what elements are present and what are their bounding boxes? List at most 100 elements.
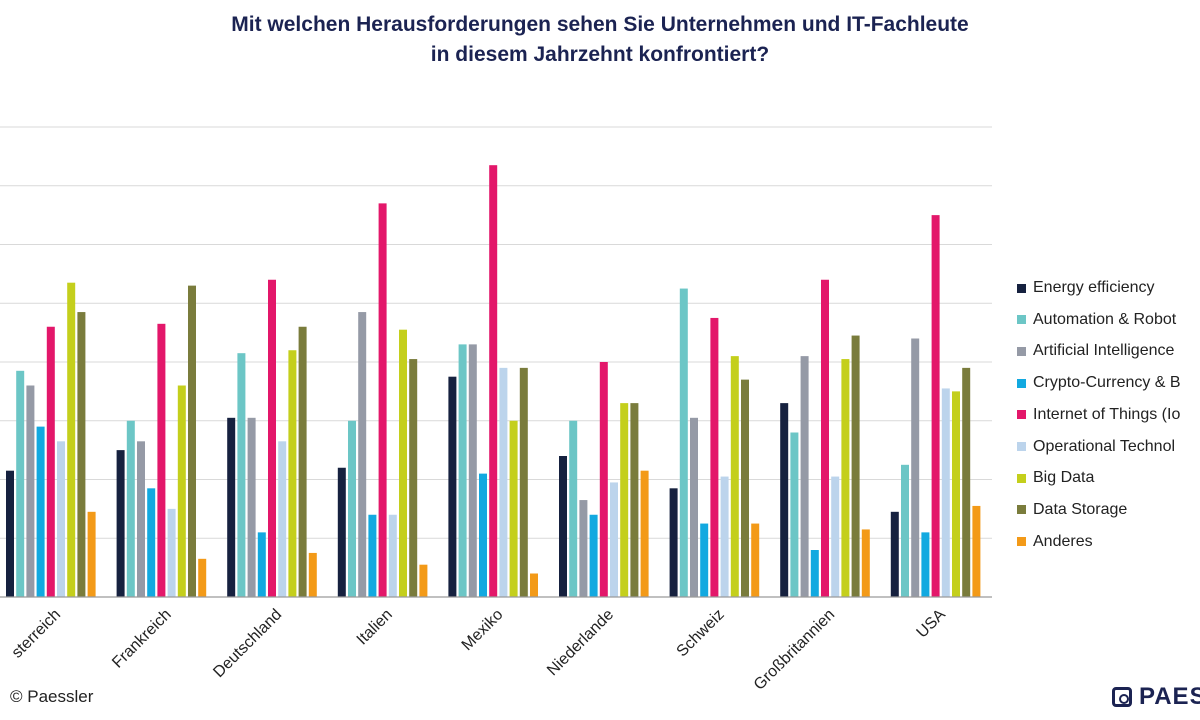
legend-label: Anderes xyxy=(1033,532,1093,550)
legend-swatch xyxy=(1017,346,1026,356)
bar-8-8: USA – Anderes: 15.5 xyxy=(972,505,981,597)
bar-1-1: Frankreich – Automation & Robotics: 30 xyxy=(126,420,135,597)
bar-3-8: Italien – Anderes: 5.5 xyxy=(419,564,428,597)
paessler-logo-icon xyxy=(1112,687,1132,707)
bar-6-1: Schweiz – Automation & Robotics: 52.5 xyxy=(679,288,688,597)
bar-3-1: Italien – Automation & Robotics: 30 xyxy=(348,420,356,597)
legend-swatch xyxy=(1017,283,1026,293)
legend-label: Data Storage xyxy=(1033,500,1128,518)
bar-4-7: Mexiko – Data Storage: 39 xyxy=(519,367,528,597)
chart-title-line-2: in diesem Jahrzehnt konfrontiert? xyxy=(430,43,770,66)
bar-5-1: Niederlande – Automation & Robotics: 30 xyxy=(569,420,578,597)
legend-item: Artificial Intelligence xyxy=(1017,339,1174,363)
x-tick-label: Deutschland xyxy=(210,606,285,681)
bar-8-5: USA – Operational Technology: 35.5 xyxy=(941,388,950,597)
legend-item: Anderes xyxy=(1017,530,1093,554)
bar-0-6: Österreich – Big Data: 53.5 xyxy=(67,282,76,597)
copyright-credit: © Paessler xyxy=(10,687,94,706)
bar-4-2: Mexiko – Artificial Intelligence: 43 xyxy=(468,344,477,597)
bar-5-4: Niederlande – Internet of Things (IoT): … xyxy=(599,362,608,597)
bar-0-2: Österreich – Artificial Intelligence: 36 xyxy=(26,385,35,597)
bar-7-3: Großbritannien – Crypto-Currency & Block… xyxy=(810,550,819,597)
bar-6-7: Schweiz – Data Storage: 37 xyxy=(741,379,749,597)
legend-label: Artificial Intelligence xyxy=(1033,342,1175,360)
bar-2-2: Deutschland – Artificial Intelligence: 3… xyxy=(247,417,256,597)
bar-8-4: USA – Internet of Things (IoT): 65 xyxy=(931,215,940,597)
legend-label: Energy efficiency xyxy=(1033,279,1155,296)
bar-2-5: Deutschland – Operational Technology: 26… xyxy=(278,441,287,597)
x-tick-label: sterreich xyxy=(9,606,64,661)
bar-7-6: Großbritannien – Big Data: 40.5 xyxy=(841,359,850,597)
legend-item: Crypto-Currency & B xyxy=(1017,371,1181,395)
bar-5-3: Niederlande – Crypto-Currency & Blockcha… xyxy=(589,514,598,597)
bar-1-2: Frankreich – Artificial Intelligence: 26… xyxy=(137,441,145,597)
bar-2-3: Deutschland – Crypto-Currency & Blockcha… xyxy=(257,532,266,597)
bar-6-2: Schweiz – Artificial Intelligence: 30.5 xyxy=(690,417,698,597)
bar-3-2: Italien – Artificial Intelligence: 48.5 xyxy=(358,312,367,597)
bar-6-8: Schweiz – Anderes: 12.5 xyxy=(751,523,760,597)
bar-0-8: Österreich – Anderes: 14.5 xyxy=(87,511,96,597)
chart-title-line-1: Mit welchen Herausforderungen sehen Sie … xyxy=(231,13,969,36)
bar-2-7: Deutschland – Data Storage: 46 xyxy=(298,326,307,597)
bar-6-5: Schweiz – Operational Technology: 20.5 xyxy=(720,476,729,597)
x-tick-label: Schweiz xyxy=(674,606,728,660)
bar-6-0: Schweiz – Energy efficiency: 18.5 xyxy=(669,488,678,597)
legend-label: Crypto-Currency & B xyxy=(1033,374,1181,392)
bar-4-5: Mexiko – Operational Technology: 39 xyxy=(499,367,508,597)
brand-name: PAES xyxy=(1139,683,1200,710)
bar-2-0: Deutschland – Energy efficiency: 30.5 xyxy=(227,417,236,597)
bar-1-8: Frankreich – Anderes: 6.5 xyxy=(198,558,207,597)
bar-2-1: Deutschland – Automation & Robotics: 41.… xyxy=(237,353,246,597)
x-tick-label: Niederlande xyxy=(544,606,617,679)
bar-6-3: Schweiz – Crypto-Currency & Blockchain: … xyxy=(700,523,709,597)
bar-5-0: Niederlande – Energy efficiency: 24 xyxy=(559,456,567,597)
bar-4-4: Mexiko – Internet of Things (IoT): 73.5 xyxy=(489,165,498,597)
bar-5-6: Niederlande – Big Data: 33 xyxy=(620,403,629,597)
bar-8-0: USA – Energy efficiency: 14.5 xyxy=(890,511,899,597)
bar-1-4: Frankreich – Internet of Things (IoT): 4… xyxy=(157,323,166,597)
bar-7-7: Großbritannien – Data Storage: 44.5 xyxy=(851,335,860,597)
legend-swatch xyxy=(1017,473,1026,483)
legend-swatch xyxy=(1017,410,1026,420)
bar-0-5: Österreich – Operational Technology: 26.… xyxy=(57,441,65,597)
bar-4-0: Mexiko – Energy efficiency: 37.5 xyxy=(448,376,457,597)
bar-7-1: Großbritannien – Automation & Robotics: … xyxy=(790,432,799,597)
bar-7-8: Großbritannien – Anderes: 11.5 xyxy=(861,529,870,597)
legend-item: Operational Technol xyxy=(1017,435,1175,459)
bar-7-4: Großbritannien – Internet of Things (IoT… xyxy=(821,279,829,597)
bar-1-0: Frankreich – Energy efficiency: 25 xyxy=(116,450,125,597)
legend-label: Big Data xyxy=(1033,469,1095,487)
legend-swatch xyxy=(1017,378,1026,388)
bar-5-7: Niederlande – Data Storage: 33 xyxy=(630,403,639,597)
bar-7-0: Großbritannien – Energy efficiency: 33 xyxy=(780,403,789,597)
bar-3-7: Italien – Data Storage: 40.5 xyxy=(409,359,418,597)
legend-label: Internet of Things (Io xyxy=(1033,405,1181,423)
bar-4-8: Mexiko – Anderes: 4 xyxy=(530,573,538,597)
bar-5-8: Niederlande – Anderes: 21.5 xyxy=(640,470,649,597)
bar-8-1: USA – Automation & Robotics: 22.5 xyxy=(901,464,909,597)
bar-3-3: Italien – Crypto-Currency & Blockchain: … xyxy=(368,514,377,597)
bar-4-6: Mexiko – Big Data: 30 xyxy=(509,420,518,597)
bar-4-1: Mexiko – Automation & Robotics: 43 xyxy=(458,344,467,597)
bar-3-4: Italien – Internet of Things (IoT): 67 xyxy=(378,203,387,597)
chart-title: Mit welchen Herausforderungen sehen Sie … xyxy=(0,10,1200,70)
bar-1-6: Frankreich – Big Data: 36 xyxy=(177,385,186,597)
x-tick-label: Frankreich xyxy=(109,606,174,671)
bar-2-4: Deutschland – Internet of Things (IoT): … xyxy=(268,279,276,597)
bar-8-6: USA – Big Data: 35 xyxy=(952,391,960,597)
bar-6-4: Schweiz – Internet of Things (IoT): 47.5 xyxy=(710,317,719,597)
x-tick-label: Mexiko xyxy=(459,606,507,654)
bar-1-3: Frankreich – Crypto-Currency & Blockchai… xyxy=(147,488,156,597)
legend-swatch xyxy=(1017,537,1026,547)
bar-6-6: Schweiz – Big Data: 41 xyxy=(730,356,739,597)
bar-2-8: Deutschland – Anderes: 7.5 xyxy=(308,552,317,597)
legend-label: Automation & Robot xyxy=(1033,310,1177,328)
bar-7-5: Großbritannien – Operational Technology:… xyxy=(831,476,840,597)
bar-0-0: Österreich – Energy efficiency: 21.5 xyxy=(6,470,14,597)
legend-item: Energy efficiency xyxy=(1017,276,1155,300)
bar-1-5: Frankreich – Operational Technology: 15 xyxy=(167,508,176,597)
bar-0-1: Österreich – Automation & Robotics: 38.5 xyxy=(16,370,25,597)
bar-0-7: Österreich – Data Storage: 48.5 xyxy=(77,312,86,597)
bar-2-6: Deutschland – Big Data: 42 xyxy=(288,350,297,597)
